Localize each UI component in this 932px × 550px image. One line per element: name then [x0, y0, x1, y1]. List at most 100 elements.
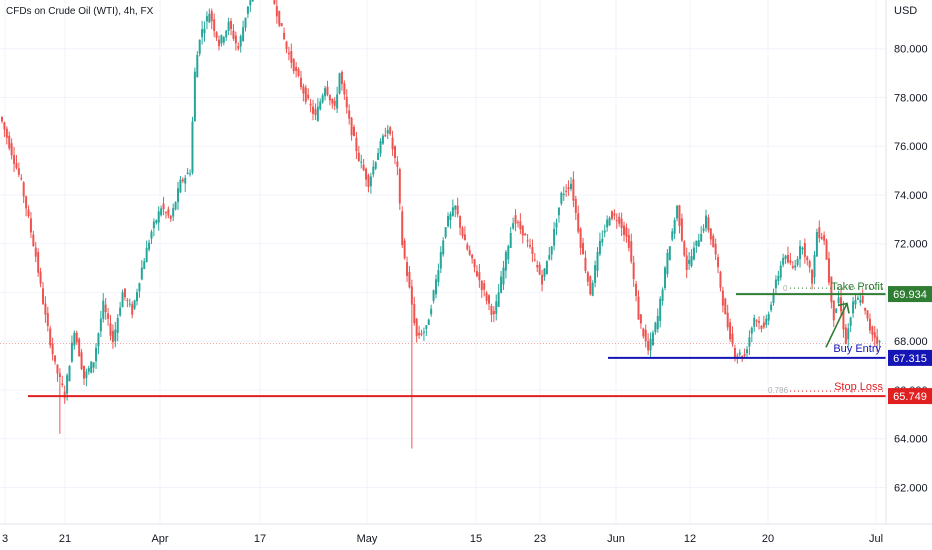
- candle-body: [733, 347, 736, 358]
- candle-body: [509, 232, 512, 248]
- candle-body: [210, 11, 213, 22]
- candle-body: [856, 297, 859, 300]
- grid: [0, 0, 886, 524]
- candle-body: [705, 215, 707, 229]
- candle-body: [454, 205, 457, 210]
- candle-body: [316, 106, 319, 121]
- candle-body: [133, 300, 136, 309]
- candle-body: [466, 244, 469, 250]
- candle-body: [222, 37, 225, 43]
- candle-body: [842, 309, 845, 330]
- candle-body: [362, 164, 365, 171]
- candle-body: [379, 141, 382, 154]
- candle-body: [770, 304, 773, 311]
- candle-body: [849, 317, 852, 326]
- candle-body: [326, 86, 329, 95]
- candle-body: [140, 267, 143, 280]
- candle-body: [386, 130, 389, 134]
- candle-body: [717, 257, 720, 268]
- candle-body: [685, 255, 688, 270]
- candle-body: [750, 327, 753, 334]
- candle-body: [668, 246, 671, 261]
- candle-body: [488, 295, 491, 304]
- candle-body: [680, 218, 683, 241]
- candle-body: [20, 177, 23, 179]
- candle-body: [516, 222, 519, 224]
- candle-body: [574, 198, 577, 213]
- candle-body: [594, 265, 597, 283]
- candle-body: [396, 161, 399, 167]
- candle-body: [504, 251, 507, 271]
- candle-body: [82, 365, 85, 379]
- candle-body: [871, 326, 874, 335]
- candle-body: [789, 260, 792, 263]
- candle-body: [598, 240, 601, 255]
- candle-body: [338, 73, 341, 94]
- candle-body: [815, 231, 818, 257]
- candle-body: [500, 276, 503, 293]
- candle-body: [32, 234, 35, 247]
- candle-body: [205, 16, 208, 22]
- candle-body: [51, 343, 54, 355]
- candle-body: [618, 216, 621, 224]
- candle-body: [765, 318, 768, 325]
- time-tick-label: May: [357, 533, 378, 545]
- candle-body: [213, 19, 216, 32]
- candle-body: [456, 205, 459, 215]
- candle-body: [447, 216, 450, 227]
- candle-body: [365, 168, 368, 180]
- candle-body: [415, 318, 418, 337]
- candle-body: [475, 271, 478, 277]
- candle-body: [73, 332, 76, 346]
- time-tick-label: 20: [762, 533, 774, 545]
- price-axis[interactable]: USD 62.00064.00066.00068.00070.00072.000…: [885, 0, 932, 524]
- candle-body: [538, 264, 541, 275]
- candle-body: [461, 227, 464, 236]
- candle-body: [755, 320, 758, 322]
- candle-body: [543, 268, 546, 277]
- candle-body: [406, 262, 409, 276]
- take-profit-label: Take Profit: [831, 281, 883, 293]
- candle-body: [408, 271, 411, 288]
- candle-body: [639, 314, 642, 324]
- candle-body: [275, 6, 278, 17]
- stop-loss-price: 65.749: [893, 391, 927, 403]
- time-axis[interactable]: 3 21 Apr 17 May 15 23 Jun 12 20 Jul: [0, 523, 932, 550]
- candle-body: [799, 246, 802, 260]
- candle-body: [541, 274, 544, 285]
- candle-body: [854, 300, 857, 305]
- candle-body: [444, 227, 447, 238]
- candle-body: [369, 176, 372, 187]
- candle-body: [562, 193, 565, 195]
- candle-body: [659, 298, 662, 321]
- time-tick-label: 17: [254, 533, 266, 545]
- price-tick-label: 76.000: [894, 141, 928, 153]
- candle-body: [567, 186, 570, 190]
- candle-body: [806, 256, 809, 261]
- candle-body: [295, 66, 298, 71]
- candle-body: [309, 103, 312, 106]
- candle-body: [666, 252, 669, 275]
- candle-body: [145, 247, 148, 263]
- candle-body: [111, 330, 114, 343]
- candle-body: [37, 252, 40, 273]
- candle-body: [350, 117, 353, 136]
- candle-body: [835, 308, 838, 313]
- candle-body: [273, 0, 276, 4]
- candle-body: [651, 332, 654, 346]
- candle-body: [196, 54, 199, 78]
- candle-body: [637, 296, 640, 320]
- candle-body: [102, 300, 105, 320]
- candle-body: [632, 262, 635, 280]
- candle-body: [519, 221, 522, 230]
- time-tick-label: Jun: [607, 533, 625, 545]
- projection-arrow[interactable]: [825, 303, 848, 348]
- candle-body: [589, 276, 592, 295]
- candle-body: [837, 297, 840, 304]
- candle-body: [502, 267, 505, 285]
- stop-loss-label: Stop Loss: [834, 381, 883, 393]
- candle-body: [495, 301, 498, 314]
- candle-body: [569, 183, 572, 189]
